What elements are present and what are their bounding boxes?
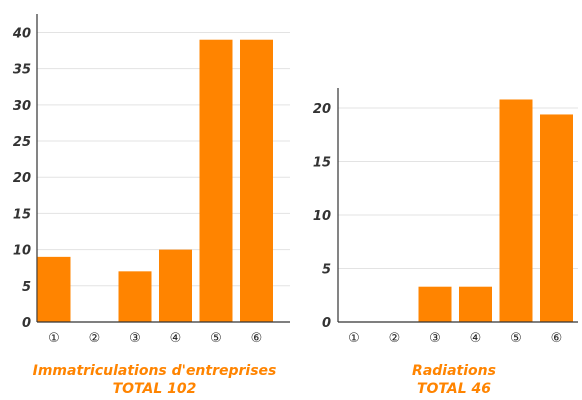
- bar: [159, 249, 192, 322]
- y-tick-label: 25: [13, 135, 31, 150]
- x-tick-label: ④: [470, 331, 482, 346]
- x-tick-label: ②: [89, 331, 101, 346]
- y-tick-label: 20: [13, 171, 31, 186]
- chart-radiations: 0 5 10 15 20 ① ② ③ ④ ⑤ ⑥ Radiations TOTAL 46: [313, 88, 578, 397]
- chart-total: TOTAL 102: [113, 381, 197, 397]
- x-tick-label: ①: [348, 331, 360, 346]
- y-tick-label: 5: [22, 280, 31, 295]
- x-tick-label: ①: [48, 331, 60, 346]
- x-tick-label: ⑤: [210, 331, 222, 346]
- chart-title: Immatriculations d'entreprises: [33, 363, 277, 379]
- bar: [499, 99, 533, 322]
- x-tick-label: ④: [170, 331, 182, 346]
- bar: [459, 286, 492, 322]
- y-tick-label: 15: [13, 207, 31, 222]
- y-tick-label: 0: [322, 316, 331, 331]
- chart-immatriculations: 0 5 10 15 20 25 30 35 40 ① ② ③ ④ ⑤ ⑥ Immatriculations d…: [12, 14, 290, 397]
- x-tick-label: ⑥: [551, 331, 563, 346]
- chart-total: TOTAL 46: [417, 381, 491, 397]
- y-tick-label: 10: [13, 244, 31, 259]
- bar: [37, 256, 71, 322]
- y-tick-label: 30: [13, 99, 31, 114]
- bar: [199, 39, 233, 322]
- bar: [540, 114, 573, 322]
- y-tick-label: 20: [313, 102, 331, 117]
- y-tick-label: 0: [22, 316, 31, 331]
- chart-title: Radiations: [412, 363, 496, 379]
- y-tick-label: 15: [313, 156, 331, 171]
- bar: [118, 271, 152, 322]
- y-tick-label: 40: [12, 26, 31, 41]
- bar: [240, 39, 273, 322]
- x-tick-label: ③: [129, 331, 141, 346]
- y-tick-label: 5: [322, 263, 331, 278]
- x-tick-label: ③: [429, 331, 441, 346]
- x-tick-label: ⑥: [251, 331, 263, 346]
- y-tick-label: 10: [313, 209, 331, 224]
- y-tick-label: 35: [13, 63, 31, 78]
- x-tick-label: ⑤: [510, 331, 522, 346]
- x-tick-label: ②: [389, 331, 401, 346]
- bar: [418, 286, 452, 322]
